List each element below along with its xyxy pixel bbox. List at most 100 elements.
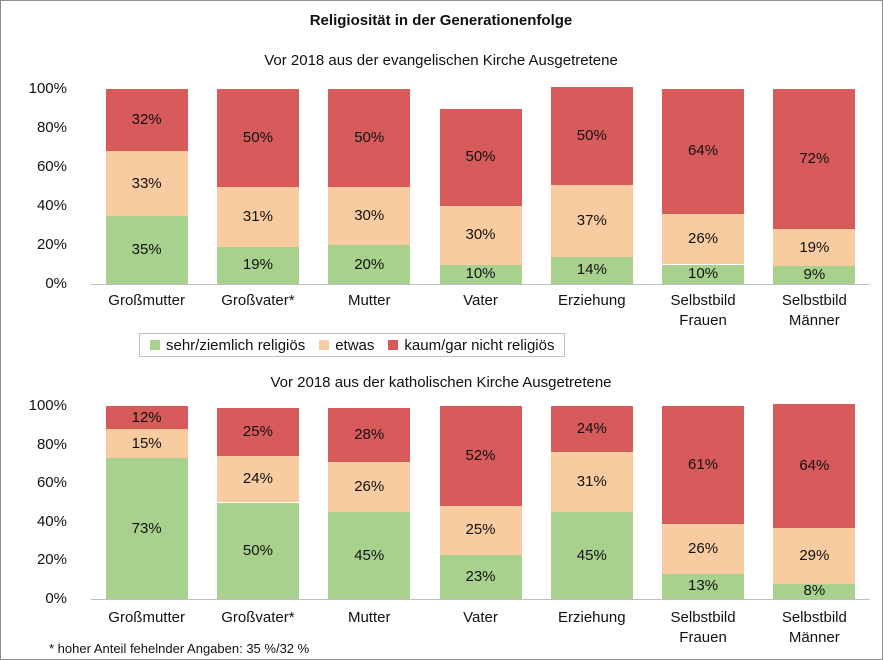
value-label: 23% [465,567,496,585]
value-label: 26% [354,478,385,496]
x-tick-label: Selbstbild Frauen [670,292,736,329]
bar-segment [216,89,299,187]
x-tick-label: Großvater* [221,292,295,309]
value-label: 50% [576,126,607,144]
value-label: 26% [688,230,719,248]
value-label: 14% [576,261,607,279]
bar-segment [550,452,633,513]
bar-segment [216,186,299,247]
legend-label: sehr/ziemlich religiös [166,336,306,354]
bar-segment [105,215,188,284]
value-label: 33% [131,174,162,192]
value-label: 50% [354,128,385,146]
legend-item: sehr/ziemlich religiös [150,337,305,354]
x-tick-label: Erziehung [558,292,626,309]
y-tick-label: 80% [36,435,67,453]
legend: sehr/ziemlich religiös etwas kaum/gar nich… [139,333,566,357]
bar-segment [216,456,299,503]
value-label: 24% [242,470,273,488]
value-label: 32% [131,111,162,129]
x-tick-label: Erziehung [558,609,626,626]
bar-segment [328,407,411,462]
value-label: 50% [465,148,496,166]
value-label: 12% [131,408,162,426]
value-label: 64% [799,456,830,474]
value-label: 45% [354,546,385,564]
value-label: 25% [242,423,273,441]
bar-segment [439,406,522,507]
value-label: 20% [354,255,385,273]
bar-segment [662,523,745,574]
x-axis [91,599,870,600]
bar-segment [216,246,299,284]
bar-segment [328,512,411,599]
title: Religiosität in der Generationenfolge [309,12,573,29]
value-label: 61% [688,455,719,473]
x-tick-label: Selbstbild Männer [781,609,847,646]
y-tick-label: 100% [28,397,67,414]
value-label: 19% [799,238,830,256]
bar-segment [216,502,299,599]
value-label: 28% [354,425,385,443]
bar-segment [328,89,411,187]
y-tick-label: 20% [36,236,67,253]
bar-segment [773,583,856,599]
value-label: 10% [465,265,496,283]
value-label: 9% [803,266,826,284]
value-label: 26% [688,539,719,557]
value-label: 30% [465,226,496,244]
bar-segment [662,573,745,599]
value-label: 37% [576,211,607,229]
bar-segment [773,266,856,284]
x-tick-label: Großmutter [108,292,185,309]
y-tick-label: 0% [45,590,67,607]
legend-label: kaum/gar nicht religiös [404,336,555,354]
value-label: 35% [131,240,162,258]
x-tick-label: Vater [463,292,498,309]
legend-swatch [319,340,330,350]
x-tick-label: Vater [463,609,498,626]
y-tick-label: 40% [36,512,67,530]
value-label: 25% [465,521,496,539]
value-label: 31% [242,207,273,225]
bar-segment [105,406,188,430]
bar-segment [328,461,411,513]
x-axis [91,284,870,285]
subtitle: Vor 2018 aus der katholischen Kirche Aus… [270,374,612,391]
bar-segment [662,89,745,214]
bar-segment [105,151,188,216]
bar-segment [439,264,522,284]
value-label: 24% [576,420,607,438]
legend-label: etwas [335,336,375,354]
bar-segment [550,512,633,599]
value-label: 73% [131,519,162,537]
bar-segment [662,213,745,265]
footnote: * hoher Anteil fehelnder Angaben: 35 %/3… [49,641,310,656]
value-label: 45% [576,546,607,564]
value-label: 29% [799,546,830,564]
value-label: 52% [465,447,496,465]
x-tick-label: Großmutter [108,609,185,626]
value-label: 72% [799,150,830,168]
bar-segment [550,406,633,453]
x-tick-label: Mutter [347,609,391,626]
y-tick-label: 40% [36,197,67,214]
bar-segment [773,527,856,584]
bar-segment [439,108,522,206]
bar-segment [550,184,633,257]
bar-segment [439,206,522,265]
value-label: 50% [242,541,273,559]
value-label: 31% [576,473,607,491]
legend-item: kaum/gar nicht religiös [388,337,554,354]
legend-swatch [388,340,399,350]
subtitle: Vor 2018 aus der evangelischen Kirche Au… [264,52,618,69]
x-tick-label: Selbstbild Frauen [670,609,736,646]
bar-segment [439,506,522,555]
value-label: 30% [354,206,385,224]
bar-segment [662,264,745,284]
x-tick-label: Mutter [347,292,391,309]
bar-segment [105,89,188,152]
value-label: 50% [242,128,273,146]
value-label: 10% [688,265,719,283]
